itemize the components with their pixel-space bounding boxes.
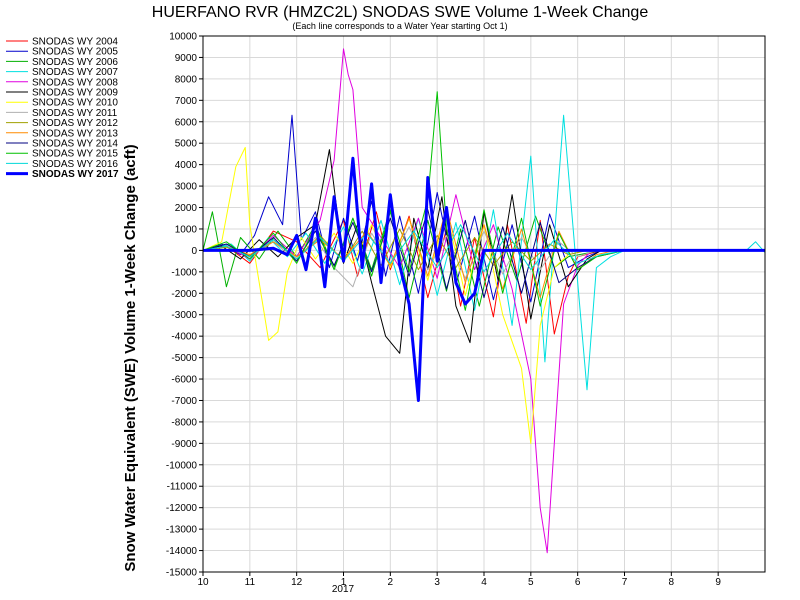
series-line-snodas-wy-2015 (202, 91, 765, 311)
y-axis-ticks: -15000-14000-13000-12000-11000-10000-900… (166, 32, 203, 579)
x-tick-label: 5 (528, 577, 534, 588)
y-tick-label: -10000 (166, 460, 198, 471)
y-tick-label: 0 (191, 246, 197, 257)
y-tick-label: 1000 (175, 224, 198, 235)
y-tick-label: -14000 (166, 546, 198, 557)
y-tick-label: -13000 (166, 525, 198, 536)
series-line-snodas-wy-2005 (202, 114, 765, 303)
legend-label: SNODAS WY 2004 (32, 37, 118, 48)
x-tick-label: 4 (481, 577, 487, 588)
x-tick-label: 1 (341, 577, 347, 588)
y-tick-label: -7000 (171, 396, 197, 407)
y-tick-label: -15000 (166, 568, 198, 579)
y-tick-label: 6000 (175, 117, 198, 128)
legend-label: SNODAS WY 2008 (32, 77, 118, 88)
x-tick-label: 12 (291, 577, 303, 588)
series-line-snodas-wy-2017 (203, 156, 765, 402)
y-tick-label: 10000 (169, 32, 197, 43)
legend-label: SNODAS WY 2010 (32, 98, 118, 109)
y-axis-label: Snow Water Equivalent (SWE) Volume 1-Wee… (122, 144, 139, 571)
y-tick-label: 8000 (175, 74, 198, 85)
legend-label: SNODAS WY 2015 (32, 149, 118, 160)
series-lines (202, 48, 766, 554)
y-tick-label: -5000 (171, 353, 197, 364)
y-tick-label: -12000 (166, 503, 198, 514)
series-line-snodas-wy-2016 (202, 224, 766, 273)
legend-label: SNODAS WY 2016 (32, 159, 118, 170)
legend-label: SNODAS WY 2006 (32, 57, 118, 68)
y-tick-label: 5000 (175, 139, 198, 150)
legend-label: SNODAS WY 2009 (32, 88, 118, 99)
x-axis-year-label: 2017 (332, 584, 355, 595)
y-tick-label: -11000 (167, 482, 198, 493)
legend-label: SNODAS WY 2011 (32, 108, 118, 119)
y-tick-label: -8000 (171, 417, 197, 428)
x-tick-label: 9 (715, 577, 721, 588)
y-tick-label: 9000 (175, 53, 198, 64)
x-tick-label: 6 (575, 577, 581, 588)
chart-subtitle: (Each line corresponds to a Water Year s… (292, 21, 507, 31)
legend-label: SNODAS WY 2017 (32, 169, 119, 180)
y-tick-label: -9000 (171, 439, 197, 450)
x-tick-label: 3 (434, 577, 440, 588)
legend-label: SNODAS WY 2012 (32, 118, 118, 129)
grid (202, 35, 765, 573)
x-tick-label: 2 (388, 577, 394, 588)
y-tick-label: 7000 (175, 96, 198, 107)
legend-label: SNODAS WY 2005 (32, 47, 118, 58)
y-tick-label: -1000 (171, 267, 197, 278)
x-tick-label: 8 (669, 577, 675, 588)
y-tick-label: 3000 (175, 182, 198, 193)
legend-label: SNODAS WY 2013 (32, 128, 118, 139)
legend-label: SNODAS WY 2007 (32, 67, 118, 78)
series-line-snodas-wy-2008 (202, 48, 765, 554)
x-tick-label: 11 (245, 577, 256, 588)
y-tick-label: -4000 (171, 332, 197, 343)
x-tick-label: 10 (197, 577, 209, 588)
chart-title: HUERFANO RVR (HMZC2L) SNODAS SWE Volume … (152, 4, 649, 21)
y-tick-label: -2000 (171, 289, 197, 300)
y-tick-label: -3000 (171, 310, 197, 321)
y-tick-label: -6000 (171, 375, 197, 386)
x-axis-ticks: 10 11 12 1 2 3 4 5 6 7 8 9 (197, 572, 721, 588)
legend-label: SNODAS WY 2014 (32, 139, 118, 150)
x-tick-label: 7 (622, 577, 628, 588)
y-tick-label: 2000 (175, 203, 198, 214)
y-tick-label: 4000 (175, 160, 198, 171)
series-line-snodas-wy-2006 (202, 209, 765, 307)
